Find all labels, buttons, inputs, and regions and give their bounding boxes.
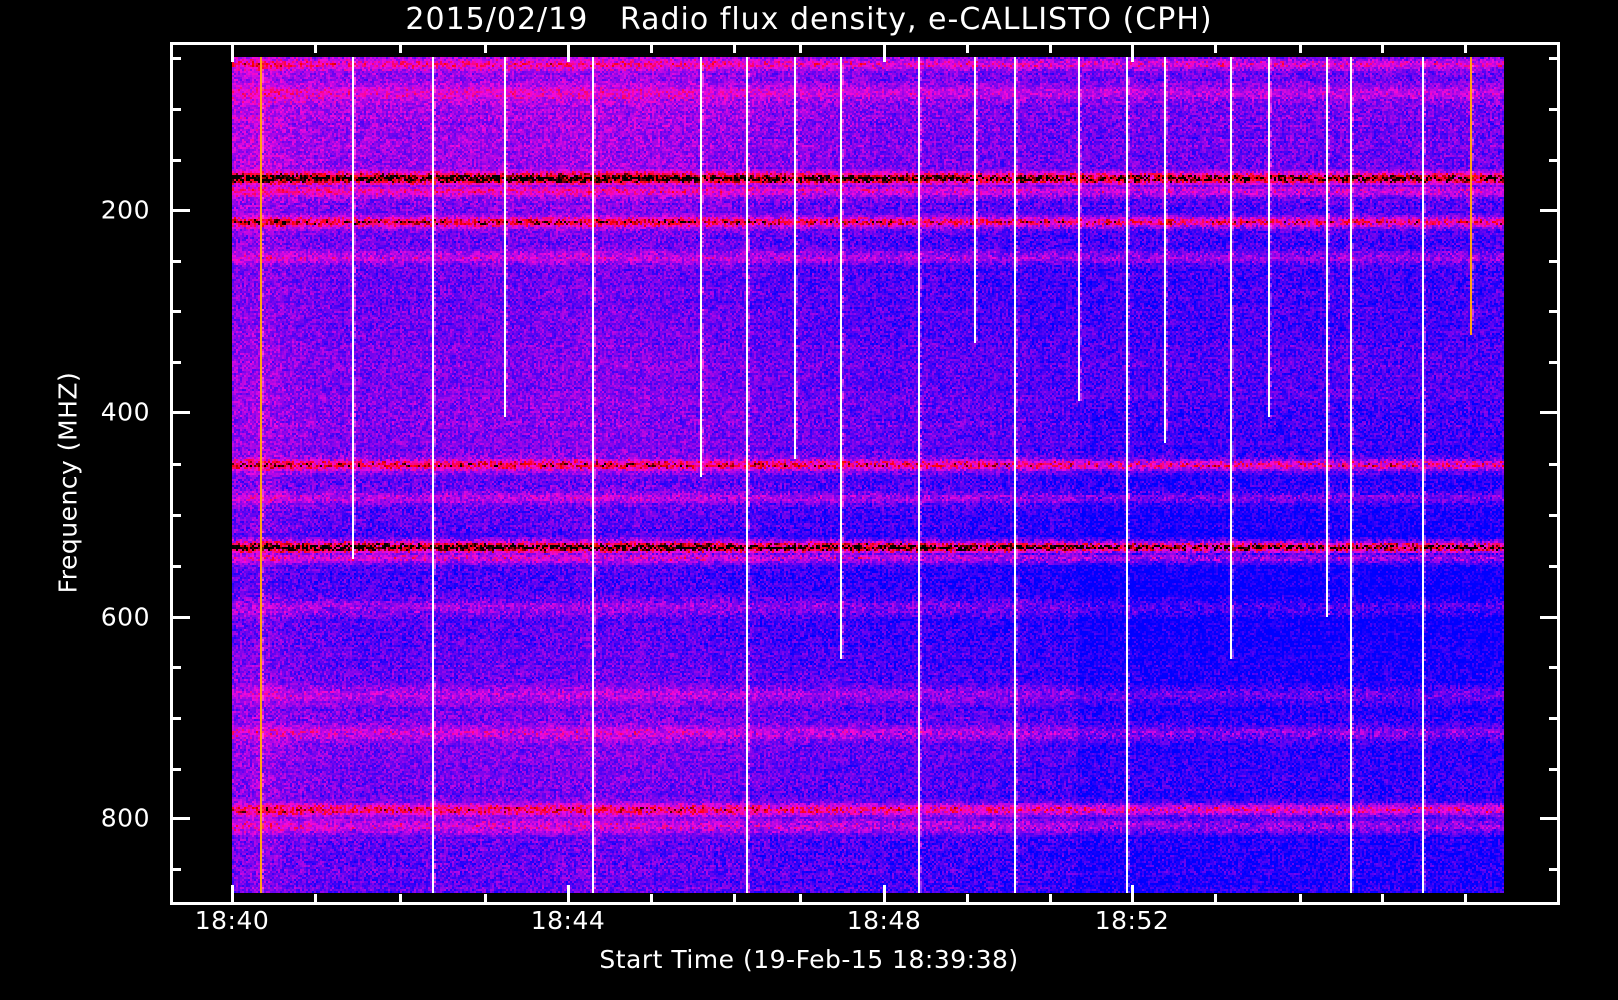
x-tick-minor <box>1381 894 1384 905</box>
y-tick-minor <box>1549 768 1560 771</box>
x-tick-minor <box>650 894 653 905</box>
y-tick-major <box>1540 616 1560 619</box>
y-tick-minor <box>170 57 181 60</box>
y-tick-minor <box>1549 565 1560 568</box>
x-tick-minor <box>1214 894 1217 905</box>
y-tick-minor <box>1549 514 1560 517</box>
y-tick-minor <box>1549 108 1560 111</box>
x-tick-minor <box>399 42 402 53</box>
y-tick-minor <box>1549 717 1560 720</box>
x-tick-minor <box>1049 42 1052 53</box>
x-tick-label: 18:48 <box>846 906 922 935</box>
y-tick-minor <box>170 868 181 871</box>
y-tick-minor <box>1549 868 1560 871</box>
x-tick-minor <box>399 894 402 905</box>
y-tick-minor <box>1549 310 1560 313</box>
x-tick-major <box>883 42 886 62</box>
y-tick-minor <box>1549 666 1560 669</box>
y-tick-minor <box>170 514 181 517</box>
y-tick-major <box>170 616 190 619</box>
y-tick-major <box>1540 817 1560 820</box>
y-tick-major <box>170 209 190 212</box>
spectrogram-image <box>232 57 1504 893</box>
y-tick-label: 200 <box>100 195 150 225</box>
y-tick-major <box>1540 209 1560 212</box>
x-tick-minor <box>1381 42 1384 53</box>
y-tick-minor <box>1549 159 1560 162</box>
x-tick-major <box>567 885 570 905</box>
x-tick-minor <box>1299 894 1302 905</box>
y-tick-major <box>1540 411 1560 414</box>
x-tick-label: 18:40 <box>194 906 270 935</box>
y-tick-minor <box>1549 361 1560 364</box>
y-tick-label: 400 <box>100 397 150 427</box>
x-tick-minor <box>1464 42 1467 53</box>
y-tick-minor <box>1549 57 1560 60</box>
x-tick-minor <box>1214 42 1217 53</box>
x-tick-minor <box>1464 894 1467 905</box>
x-tick-minor <box>484 894 487 905</box>
y-tick-minor <box>170 159 181 162</box>
x-tick-major <box>231 885 234 905</box>
x-tick-minor <box>799 894 802 905</box>
y-tick-minor <box>170 768 181 771</box>
figure-title: 2015/02/19 Radio flux density, e-CALLIST… <box>405 2 1213 37</box>
x-tick-minor <box>799 42 802 53</box>
y-tick-label: 800 <box>100 803 150 833</box>
x-tick-major <box>567 42 570 62</box>
x-tick-minor <box>733 42 736 53</box>
y-tick-minor <box>170 108 181 111</box>
x-tick-label: 18:52 <box>1094 906 1170 935</box>
x-tick-minor <box>966 42 969 53</box>
y-axis-label: Frequency (MHZ) <box>53 371 83 594</box>
x-tick-minor <box>1049 894 1052 905</box>
x-tick-major <box>231 42 234 62</box>
x-tick-major <box>1131 885 1134 905</box>
x-tick-minor <box>966 894 969 905</box>
x-axis-label: Start Time (19-Feb-15 18:39:38) <box>599 945 1019 974</box>
x-tick-minor <box>314 42 317 53</box>
x-tick-label: 18:44 <box>530 906 606 935</box>
y-tick-minor <box>170 666 181 669</box>
x-tick-minor <box>1299 42 1302 53</box>
y-tick-major <box>170 817 190 820</box>
y-tick-minor <box>170 717 181 720</box>
x-tick-major <box>883 885 886 905</box>
x-tick-minor <box>484 42 487 53</box>
x-tick-minor <box>733 894 736 905</box>
y-tick-label: 600 <box>100 602 150 632</box>
y-tick-minor <box>170 310 181 313</box>
y-tick-minor <box>170 463 181 466</box>
y-tick-minor <box>1549 260 1560 263</box>
y-tick-minor <box>170 260 181 263</box>
y-tick-minor <box>170 565 181 568</box>
x-tick-minor <box>314 894 317 905</box>
x-tick-major <box>1131 42 1134 62</box>
x-tick-minor <box>650 42 653 53</box>
y-tick-minor <box>1549 463 1560 466</box>
y-tick-major <box>170 411 190 414</box>
y-tick-minor <box>170 361 181 364</box>
